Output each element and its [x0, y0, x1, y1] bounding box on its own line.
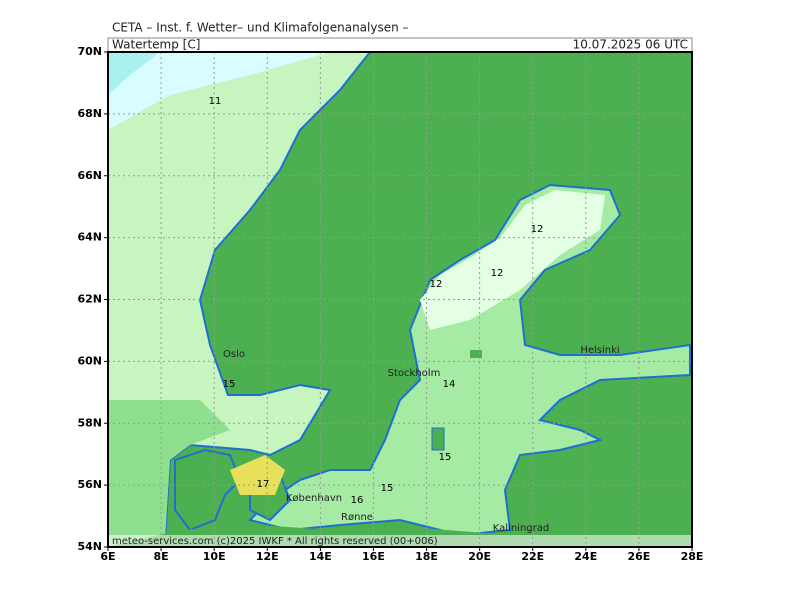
variable-label: Watertemp [C]: [112, 38, 200, 52]
lat-label: 60N: [77, 354, 102, 367]
lat-label: 64N: [77, 231, 102, 244]
lon-label: 14E: [309, 550, 332, 563]
lat-label: 58N: [77, 416, 102, 429]
datetime-label: 10.07.2025 06 UTC: [573, 38, 688, 52]
gotland: [431, 427, 445, 451]
lon-label: 12E: [256, 550, 279, 563]
contour-label: 11: [209, 96, 222, 107]
place-label: Rønne: [341, 512, 373, 523]
lon-label: 8E: [154, 550, 169, 563]
baltic-sea: [248, 183, 691, 537]
contour-label: 16: [351, 495, 364, 506]
lat-label: 62N: [77, 293, 102, 306]
bothnia-cool: [420, 190, 605, 330]
contour-label: 15: [381, 483, 394, 494]
lon-label: 24E: [574, 550, 597, 563]
place-label: Oslo: [223, 349, 245, 360]
lon-label: 16E: [362, 550, 385, 563]
contour-label: 15: [223, 379, 236, 390]
place-label: Stockholm: [388, 368, 441, 379]
place-label: København: [286, 493, 342, 504]
contour-label: 15: [439, 452, 452, 463]
lat-label: 66N: [77, 169, 102, 182]
lat-label: 56N: [77, 478, 102, 491]
place-label: Helsinki: [580, 345, 619, 356]
sea-north: [108, 52, 330, 130]
lat-label: 70N: [77, 45, 102, 58]
contour-label: 12: [531, 224, 544, 235]
island: [470, 350, 482, 358]
lon-label: 22E: [521, 550, 544, 563]
contour-label: 14: [443, 379, 456, 390]
lon-label: 28E: [681, 550, 704, 563]
place-label: Kaliningrad: [493, 523, 549, 534]
lat-label: 68N: [77, 107, 102, 120]
contour-label: 12: [430, 279, 443, 290]
lon-label: 20E: [468, 550, 491, 563]
lat-label: 54N: [77, 540, 102, 553]
lon-label: 10E: [203, 550, 226, 563]
denmark: [174, 448, 242, 532]
lon-label: 26E: [627, 550, 650, 563]
map-frame: [107, 51, 693, 548]
grid: [108, 52, 692, 547]
sea-south-warm: [108, 400, 230, 547]
lon-label: 6E: [100, 550, 115, 563]
sea-north-cold: [108, 52, 160, 95]
contour-label: 17: [257, 479, 270, 490]
footer-copyright: meteo-services.com (c)2025 IWKF * All ri…: [112, 536, 438, 547]
lon-label: 18E: [415, 550, 438, 563]
footer-bg: [108, 535, 692, 547]
header-title: CETA – Inst. f. Wetter– und Klimafolgena…: [112, 21, 409, 35]
contour-label: 12: [491, 268, 504, 279]
